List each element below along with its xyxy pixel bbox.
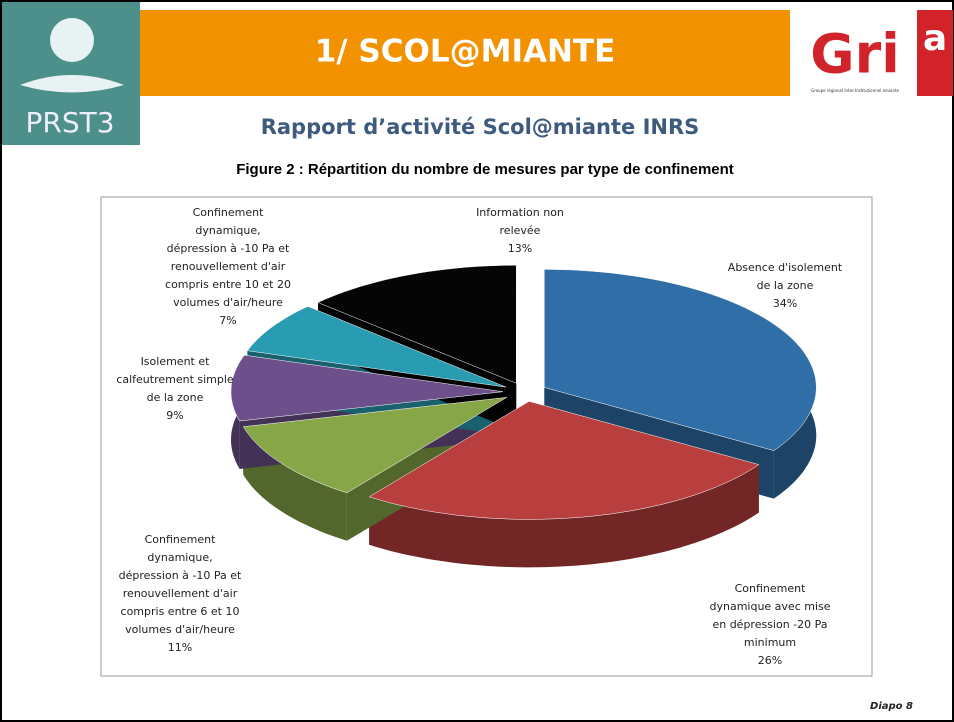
slide-title: 1/ SCOL@MIANTE (315, 34, 616, 70)
footer: Diapo 8 (870, 701, 913, 712)
slice (317, 264, 517, 384)
slice (246, 306, 507, 388)
slice-label: dynamique avec mise (709, 600, 830, 613)
title-bar (140, 10, 790, 96)
slice-label: dépression à -10 Pa et (167, 242, 290, 255)
right-logo-text: Gri (810, 23, 899, 86)
slice-label: Isolement et (141, 355, 211, 368)
slice-label: compris entre 10 et 20 (165, 278, 291, 291)
slice (230, 354, 504, 422)
slice-label: volumes d'air/heure (173, 296, 283, 309)
slice-label: compris entre 6 et 10 (121, 605, 240, 618)
slice-label: de la zone (147, 391, 204, 404)
value-label: 7% (219, 314, 236, 327)
logo-head (50, 18, 94, 62)
chart-title: Figure 2 : Répartition du nombre de mesu… (236, 161, 734, 178)
right-logo-box (917, 10, 953, 96)
slice-label: relevée (500, 224, 541, 237)
slice-label: Confinement (145, 533, 217, 546)
value-label: 13% (508, 242, 532, 255)
slice-label: Confinement (735, 582, 807, 595)
slice (544, 269, 817, 451)
slice-side (369, 464, 759, 568)
subtitle: Rapport d’activité Scol@miante INRS (261, 115, 700, 139)
slice-label: Confinement (193, 206, 265, 219)
left-logo-text: PRST3 (25, 106, 114, 139)
slice (242, 397, 507, 494)
logo-swoosh (20, 75, 124, 93)
slice-label: minimum (744, 636, 796, 649)
labels: Absence d'isolement de la zone 34% Confinem… (116, 206, 843, 667)
pie (230, 264, 817, 568)
slice-label: volumes d'air/heure (125, 623, 235, 636)
slice-label: calfeutrement simple (116, 373, 234, 386)
slice-label: de la zone (757, 279, 814, 292)
value-label: 34% (773, 297, 797, 310)
slice-label: dynamique, (195, 224, 260, 237)
slice-label: renouvellement d'air (123, 587, 238, 600)
right-logo-caption: Groupe régional Inter-Institutionnel ami… (811, 88, 900, 93)
slice-label: renouvellement d'air (171, 260, 286, 273)
value-label: 9% (166, 409, 183, 422)
slice-label: Information non (476, 206, 564, 219)
slice (368, 401, 760, 520)
slice-label: en dépression -20 Pa (712, 618, 827, 631)
slice-label: dynamique, (147, 551, 212, 564)
right-logo-suffix: a (923, 18, 947, 59)
slice-label: dépression à -10 Pa et (119, 569, 242, 582)
value-label: 26% (758, 654, 782, 667)
right-logo (795, 10, 915, 96)
value-label: 11% (168, 641, 192, 654)
slice-label: Absence d'isolement (728, 261, 843, 274)
